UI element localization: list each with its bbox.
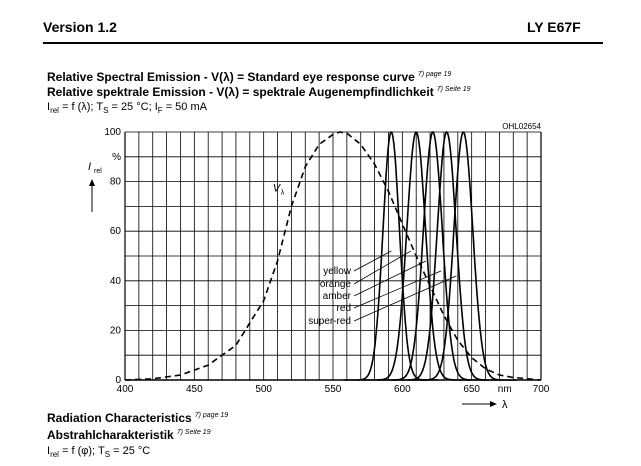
figure-code: OHL02654 xyxy=(502,122,541,131)
y-tick-label: 20 xyxy=(110,325,122,336)
y-tick-label: 0 xyxy=(115,375,121,386)
section2-title-de: Abstrahlcharakteristik 7) Seite 19 xyxy=(47,428,211,442)
legend-label-red: red xyxy=(337,303,351,314)
chart-title-en: Relative Spectral Emission - V(λ) = Stan… xyxy=(47,70,452,84)
x-tick-label: 450 xyxy=(186,384,203,395)
y-unit-label: % xyxy=(112,152,121,163)
vlambda-label: V xyxy=(273,183,282,195)
x-tick-label: 400 xyxy=(117,384,134,395)
legend-leader-red xyxy=(353,270,442,309)
legend-leader-super-red xyxy=(353,275,457,322)
header-rule xyxy=(43,42,603,44)
legend-label-yellow: yellow xyxy=(323,266,352,277)
x-tick-label: 600 xyxy=(394,384,411,395)
x-unit-label: nm xyxy=(498,384,512,395)
y-axis-label: I xyxy=(88,161,91,173)
y-tick-label: 100 xyxy=(104,127,121,138)
section2-title-en: Radiation Characteristics 7) page 19 xyxy=(47,411,229,425)
vlambda-label-sub: λ xyxy=(281,190,285,197)
x-tick-label: 650 xyxy=(463,384,480,395)
y-axis-arrowhead xyxy=(89,179,95,186)
emission-curve-orange xyxy=(361,131,471,381)
vlambda-curve xyxy=(124,131,542,381)
x-tick-label: 550 xyxy=(325,384,342,395)
section2-conditions: Irel = f (φ); TS = 25 °C xyxy=(47,445,151,460)
emission-curve-yellow xyxy=(343,131,438,381)
x-tick-label: 700 xyxy=(533,384,550,395)
y-axis-label-sub: rel xyxy=(94,168,102,175)
chart-conditions: Irel = f (λ); TS = 25 °C; IF = 50 mA xyxy=(47,101,207,116)
x-axis-label: λ xyxy=(502,399,508,411)
y-tick-label: 40 xyxy=(110,276,122,287)
chart-title-de: Relative spektrale Emission - V(λ) = spe… xyxy=(47,85,471,99)
legend-leader-orange xyxy=(353,250,411,285)
x-axis-arrowhead xyxy=(490,401,497,407)
part-number: LY E67F xyxy=(527,19,581,35)
legend-label-super-red: super-red xyxy=(308,316,351,327)
legend-leader-amber xyxy=(353,260,427,297)
legend-leader-yellow xyxy=(353,250,392,272)
x-tick-label: 500 xyxy=(255,384,272,395)
version-label: Version 1.2 xyxy=(43,19,117,35)
y-tick-label: 60 xyxy=(110,226,122,237)
y-tick-label: 80 xyxy=(110,177,122,188)
legend-label-amber: amber xyxy=(323,291,352,302)
legend-label-orange: orange xyxy=(320,279,352,290)
